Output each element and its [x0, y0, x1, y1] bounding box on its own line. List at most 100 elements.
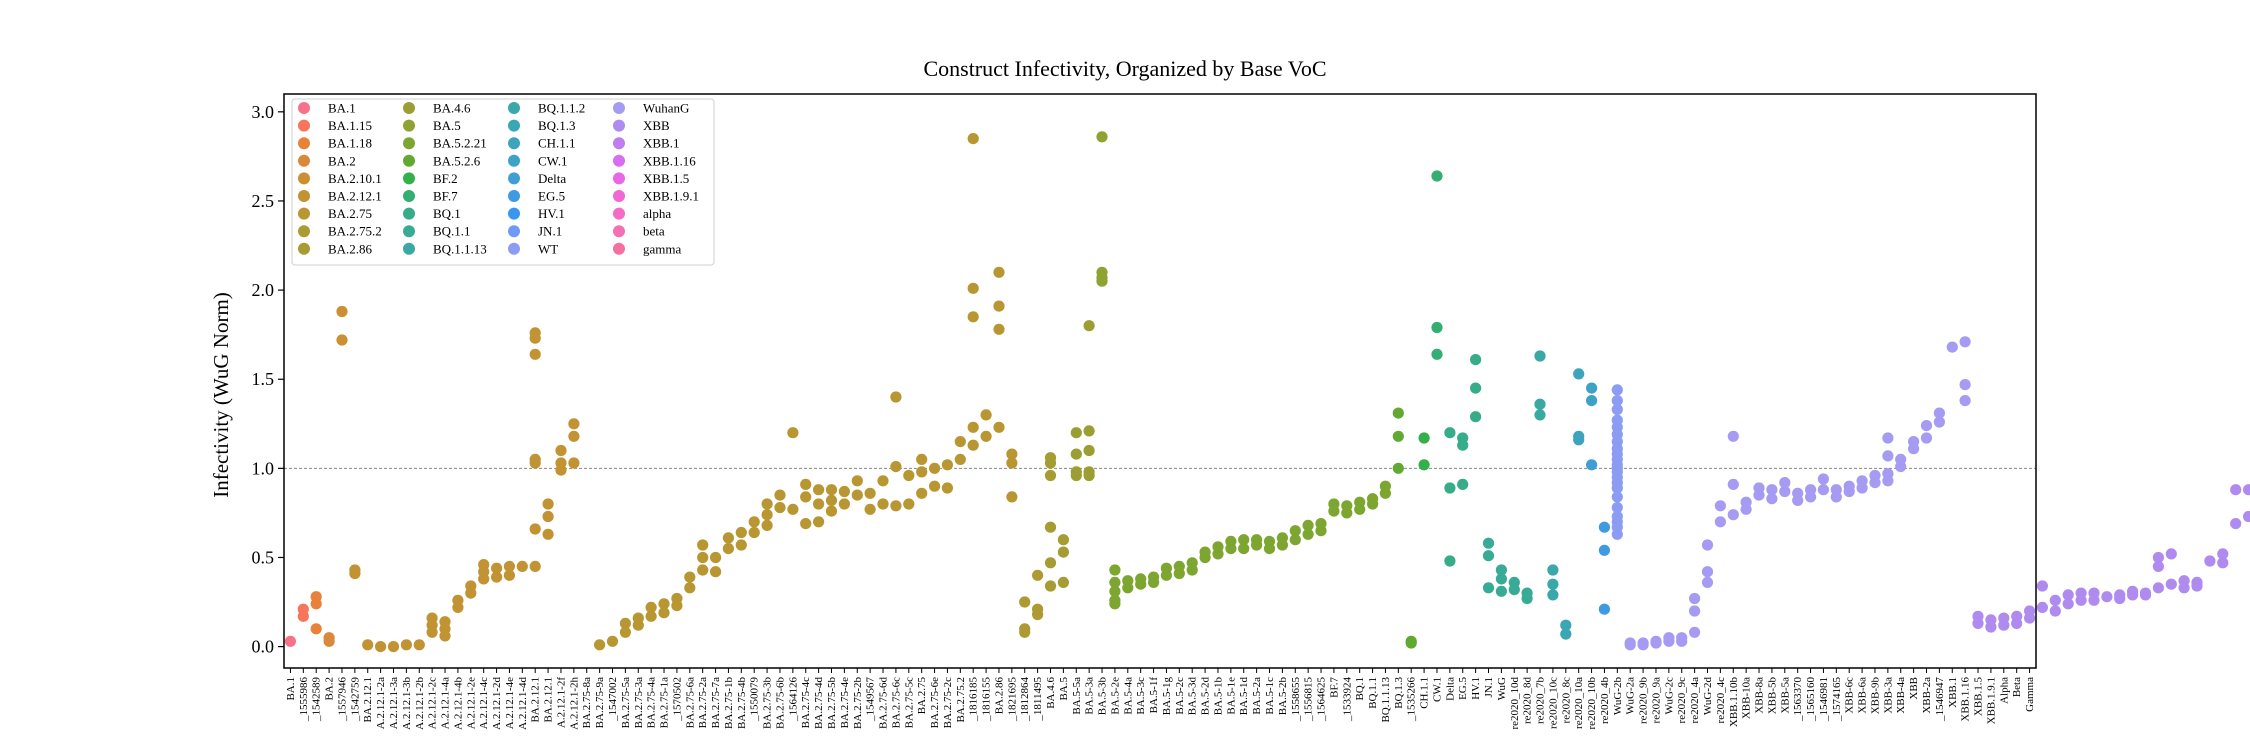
data-point — [993, 421, 1005, 433]
legend-item: BF.7 — [403, 189, 458, 204]
x-tick-label: CH.1.1 — [1419, 677, 1431, 709]
data-point — [1006, 448, 1018, 460]
x-tick-label: _1816155 — [981, 677, 993, 723]
legend-label: BQ.1.1.2 — [538, 101, 585, 116]
series-BA.1.18 — [310, 591, 322, 635]
data-point — [1586, 459, 1598, 471]
data-point — [722, 543, 735, 555]
data-point — [890, 391, 902, 403]
data-point — [916, 466, 928, 478]
legend-marker — [508, 137, 520, 150]
data-point — [323, 632, 335, 644]
data-point — [1302, 519, 1314, 532]
series-BA.2.10.1 — [336, 305, 348, 346]
x-tick-label: BA.2.75-4e — [839, 677, 851, 728]
data-point — [503, 560, 515, 573]
legend-item: BA.5.2.21 — [403, 136, 487, 151]
x-tick-label: BA.5-1c — [1264, 677, 1276, 715]
data-point — [1882, 475, 1894, 487]
data-point — [606, 635, 619, 647]
data-point — [1611, 403, 1623, 416]
data-point — [2088, 587, 2100, 599]
data-point — [1044, 469, 1057, 482]
x-tick-label: re2020_8d — [1522, 677, 1534, 725]
data-point — [838, 498, 851, 510]
data-point — [645, 601, 657, 614]
x-tick-label: BA.2.75-4b — [736, 677, 748, 729]
data-point — [2139, 589, 2152, 601]
data-point — [478, 559, 490, 571]
data-point — [722, 532, 735, 544]
x-tick-label: _1547002 — [607, 677, 619, 722]
x-tick-label: BQ.1 — [1354, 677, 1366, 701]
data-point — [1560, 619, 1572, 631]
legend-item: BA.2 — [298, 153, 356, 168]
data-point — [1457, 439, 1469, 451]
data-point — [426, 612, 438, 624]
data-point — [1959, 336, 1971, 348]
series-BA.2.12.1 — [349, 327, 580, 653]
series-WT — [1611, 384, 1623, 540]
legend-marker — [508, 119, 520, 132]
x-tick-label: BA.2.12.1 — [362, 677, 374, 723]
data-point — [658, 598, 670, 610]
legend-item: BA.5 — [403, 118, 461, 133]
data-point — [1006, 491, 1018, 503]
legend-label: BF.7 — [433, 189, 458, 204]
series-WuhanG — [1624, 336, 1971, 651]
data-point — [1547, 578, 1559, 590]
legend-label: BA.1.18 — [328, 136, 372, 151]
legend-item: beta — [613, 224, 665, 239]
x-tick-label: XBB-5b — [1766, 677, 1778, 715]
data-point — [1573, 434, 1585, 446]
legend-item: BF.2 — [403, 171, 458, 186]
data-point — [1405, 637, 1417, 649]
series-BQ.1.1 — [1482, 537, 1533, 605]
x-tick-label: BA.2.12.1 — [543, 677, 555, 723]
data-point — [941, 459, 954, 471]
data-point — [362, 639, 374, 651]
data-point — [967, 282, 979, 294]
series-BA.5 — [1096, 131, 1108, 287]
x-tick-label: BA.5-5a — [1071, 677, 1083, 715]
axes-group: 0.00.51.01.52.02.53.0BA.1 _1555986 _154258… — [252, 93, 2037, 730]
data-point — [1160, 562, 1172, 574]
series-BA.2.86 — [1044, 452, 1069, 592]
data-point — [864, 487, 876, 499]
data-point — [1534, 398, 1546, 410]
data-point — [813, 516, 825, 528]
y-tick-label: 2.5 — [252, 191, 275, 211]
x-tick-label: A.2.12.1-4d — [517, 677, 529, 730]
x-tick-label: XBB-9b — [1870, 677, 1882, 715]
data-point — [1534, 409, 1546, 421]
data-point — [1714, 516, 1726, 528]
data-point — [800, 518, 812, 530]
legend-item: BQ.1.1 — [403, 224, 471, 239]
data-point — [619, 617, 632, 630]
x-tick-label: BA.2.75-7a — [710, 677, 722, 728]
x-tick-label: CW.1 — [1432, 677, 1444, 702]
x-tick-label: re2020_8c — [1560, 677, 1572, 724]
x-tick-label: BA.2.75-5a — [620, 677, 632, 728]
data-point — [1354, 496, 1366, 508]
x-tick-label: BA.2.75-6e — [929, 677, 941, 728]
x-tick-label: A.2.12.1-2c — [427, 677, 439, 729]
data-point — [413, 639, 425, 651]
data-point — [1470, 411, 1482, 423]
legend-marker — [403, 154, 415, 167]
data-point — [1096, 131, 1108, 143]
data-point — [1985, 621, 1997, 633]
data-point — [491, 562, 503, 574]
x-tick-label: BA.2.75.2 — [955, 677, 967, 723]
data-point — [1586, 395, 1598, 407]
legend-marker — [508, 172, 520, 185]
x-tick-label: A.2.12.1-2a — [375, 677, 387, 729]
data-point — [1792, 487, 1804, 499]
data-point — [1431, 170, 1443, 182]
x-tick-label: XBB — [1908, 677, 1920, 700]
data-point — [1495, 585, 1507, 597]
data-point — [1238, 534, 1250, 546]
data-point — [2152, 582, 2164, 594]
data-point — [2049, 594, 2061, 606]
